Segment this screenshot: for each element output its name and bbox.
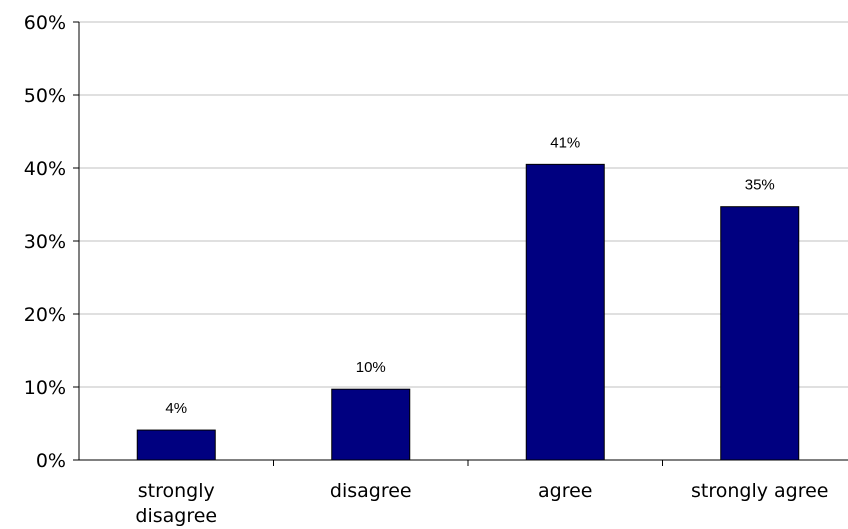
x-tick-label-2: agree: [538, 480, 592, 502]
data-label-2: 41%: [550, 134, 580, 151]
gridlines: [79, 21, 848, 388]
y-tick-label: 0%: [36, 450, 66, 472]
bar-1: [331, 388, 411, 461]
y-tick-label: 10%: [24, 377, 66, 399]
data-label-1: 10%: [356, 359, 386, 376]
bar-3: [720, 206, 800, 461]
x-tick-labels: strongly disagree disagree agree strongly ag…: [135, 480, 828, 527]
y-tick-label: 60%: [24, 12, 66, 34]
data-labels: 4% 10% 41% 35%: [165, 134, 774, 417]
data-label-3: 35%: [745, 177, 775, 194]
bar-2: [525, 163, 605, 461]
x-tick-label-0: disagree: [135, 505, 217, 527]
y-tick-label: 20%: [24, 304, 66, 326]
y-tick-label: 30%: [24, 231, 66, 253]
x-tick-label-0: strongly: [138, 480, 215, 502]
y-tick-label: 50%: [24, 85, 66, 107]
bars: [136, 163, 800, 461]
x-tick-label-3: strongly agree: [691, 480, 829, 502]
y-tick-labels: 0% 10% 20% 30% 40% 50% 60%: [24, 12, 66, 472]
data-label-0: 4%: [165, 400, 187, 417]
x-tick-label-1: disagree: [330, 480, 412, 502]
bar-0: [136, 429, 216, 461]
axes: [73, 21, 848, 466]
y-tick-label: 40%: [24, 158, 66, 180]
